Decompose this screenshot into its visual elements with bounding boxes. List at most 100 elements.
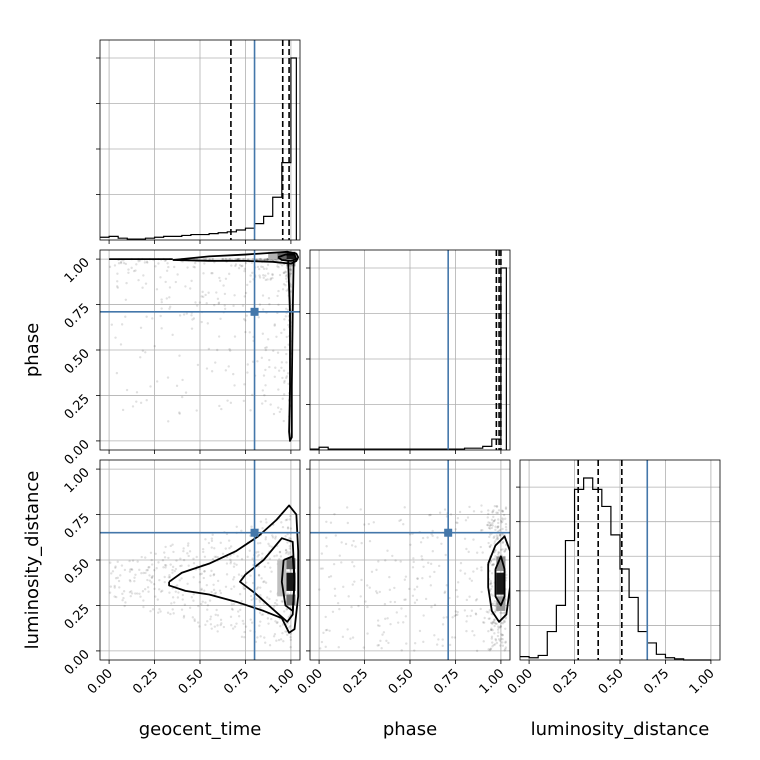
sample-point: [163, 259, 167, 262]
sample-point: [413, 601, 417, 604]
sample-point: [185, 312, 189, 315]
sample-point: [154, 595, 157, 598]
sample-point: [491, 563, 494, 566]
sample-point: [242, 318, 246, 321]
sample-point: [351, 636, 355, 639]
sample-point: [174, 567, 178, 571]
sample-point: [445, 584, 448, 587]
sample-point: [491, 521, 494, 525]
sample-point: [243, 269, 246, 273]
sample-point: [171, 571, 174, 574]
sample-point: [437, 564, 441, 568]
sample-point: [497, 529, 500, 533]
sample-point: [347, 595, 350, 598]
sample-point: [472, 570, 475, 573]
sample-point: [259, 606, 262, 610]
sample-point: [376, 591, 379, 595]
sample-point: [275, 639, 278, 642]
sample-point: [413, 641, 417, 645]
sample-point: [259, 257, 263, 261]
sample-point: [376, 619, 380, 622]
sample-point: [212, 583, 215, 586]
sample-point: [263, 565, 267, 569]
sample-point: [165, 297, 168, 300]
sample-point: [265, 346, 268, 349]
sample-point: [264, 538, 267, 541]
x-tick-label: 0.75: [221, 666, 252, 697]
sample-point: [262, 274, 265, 277]
sample-point: [158, 588, 161, 591]
sample-point: [200, 320, 203, 324]
sample-point: [163, 563, 167, 567]
sample-point: [288, 544, 292, 548]
sample-point: [258, 624, 261, 627]
sample-point: [164, 566, 167, 569]
sample-point: [180, 564, 183, 567]
sample-point: [182, 547, 185, 550]
sample-point: [142, 599, 145, 602]
sample-point: [416, 577, 419, 580]
sample-point: [227, 272, 231, 276]
sample-point: [151, 608, 155, 611]
sample-point: [173, 569, 176, 573]
sample-point: [264, 274, 267, 277]
sample-point: [503, 620, 507, 623]
sample-point: [219, 623, 222, 627]
sample-point: [201, 290, 204, 294]
sample-point: [122, 596, 125, 600]
density-cell: [286, 558, 296, 570]
sample-point: [261, 613, 265, 616]
histogram-panel-phase: [306, 249, 511, 454]
sample-point: [258, 276, 262, 279]
sample-point: [265, 257, 268, 261]
sample-point: [367, 522, 371, 526]
sample-point: [233, 335, 237, 338]
sample-point: [221, 552, 225, 556]
sample-point: [202, 576, 205, 580]
sample-point: [487, 611, 490, 614]
sample-point: [332, 562, 336, 566]
x-tick-label: 0.75: [641, 666, 672, 697]
sample-point: [146, 261, 149, 264]
sample-point: [169, 563, 172, 566]
sample-point: [443, 508, 447, 511]
density-cell: [268, 251, 278, 260]
sample-point: [470, 609, 474, 612]
sample-point: [114, 577, 118, 580]
sample-point: [182, 549, 185, 553]
sample-point: [266, 561, 270, 565]
sample-point: [175, 384, 179, 388]
sample-point: [145, 569, 148, 572]
sample-point: [228, 546, 231, 550]
sample-point: [418, 629, 422, 633]
sample-point: [176, 273, 179, 276]
sample-point: [111, 570, 115, 573]
sample-point: [133, 576, 136, 579]
sample-point: [503, 611, 506, 614]
sample-point: [161, 589, 164, 593]
sample-point: [160, 300, 163, 304]
sample-point: [393, 586, 396, 590]
sample-point: [495, 538, 498, 541]
sample-point: [159, 276, 162, 279]
sample-point: [155, 380, 159, 383]
sample-point: [141, 590, 145, 593]
sample-point: [249, 618, 252, 621]
sample-point: [504, 548, 508, 551]
sample-point: [266, 258, 269, 262]
sample-point: [236, 257, 240, 261]
sample-point: [144, 282, 148, 285]
sample-point: [238, 257, 242, 261]
sample-point: [228, 258, 232, 261]
sample-point: [408, 533, 412, 536]
sample-point: [431, 529, 434, 533]
sample-point: [475, 567, 479, 570]
sample-point: [155, 288, 159, 291]
sample-point: [497, 551, 501, 555]
sample-point: [493, 604, 497, 607]
sample-point: [243, 257, 246, 261]
sample-point: [210, 272, 213, 275]
sample-point: [490, 518, 494, 521]
sample-point: [493, 624, 496, 628]
sample-point: [200, 602, 203, 606]
